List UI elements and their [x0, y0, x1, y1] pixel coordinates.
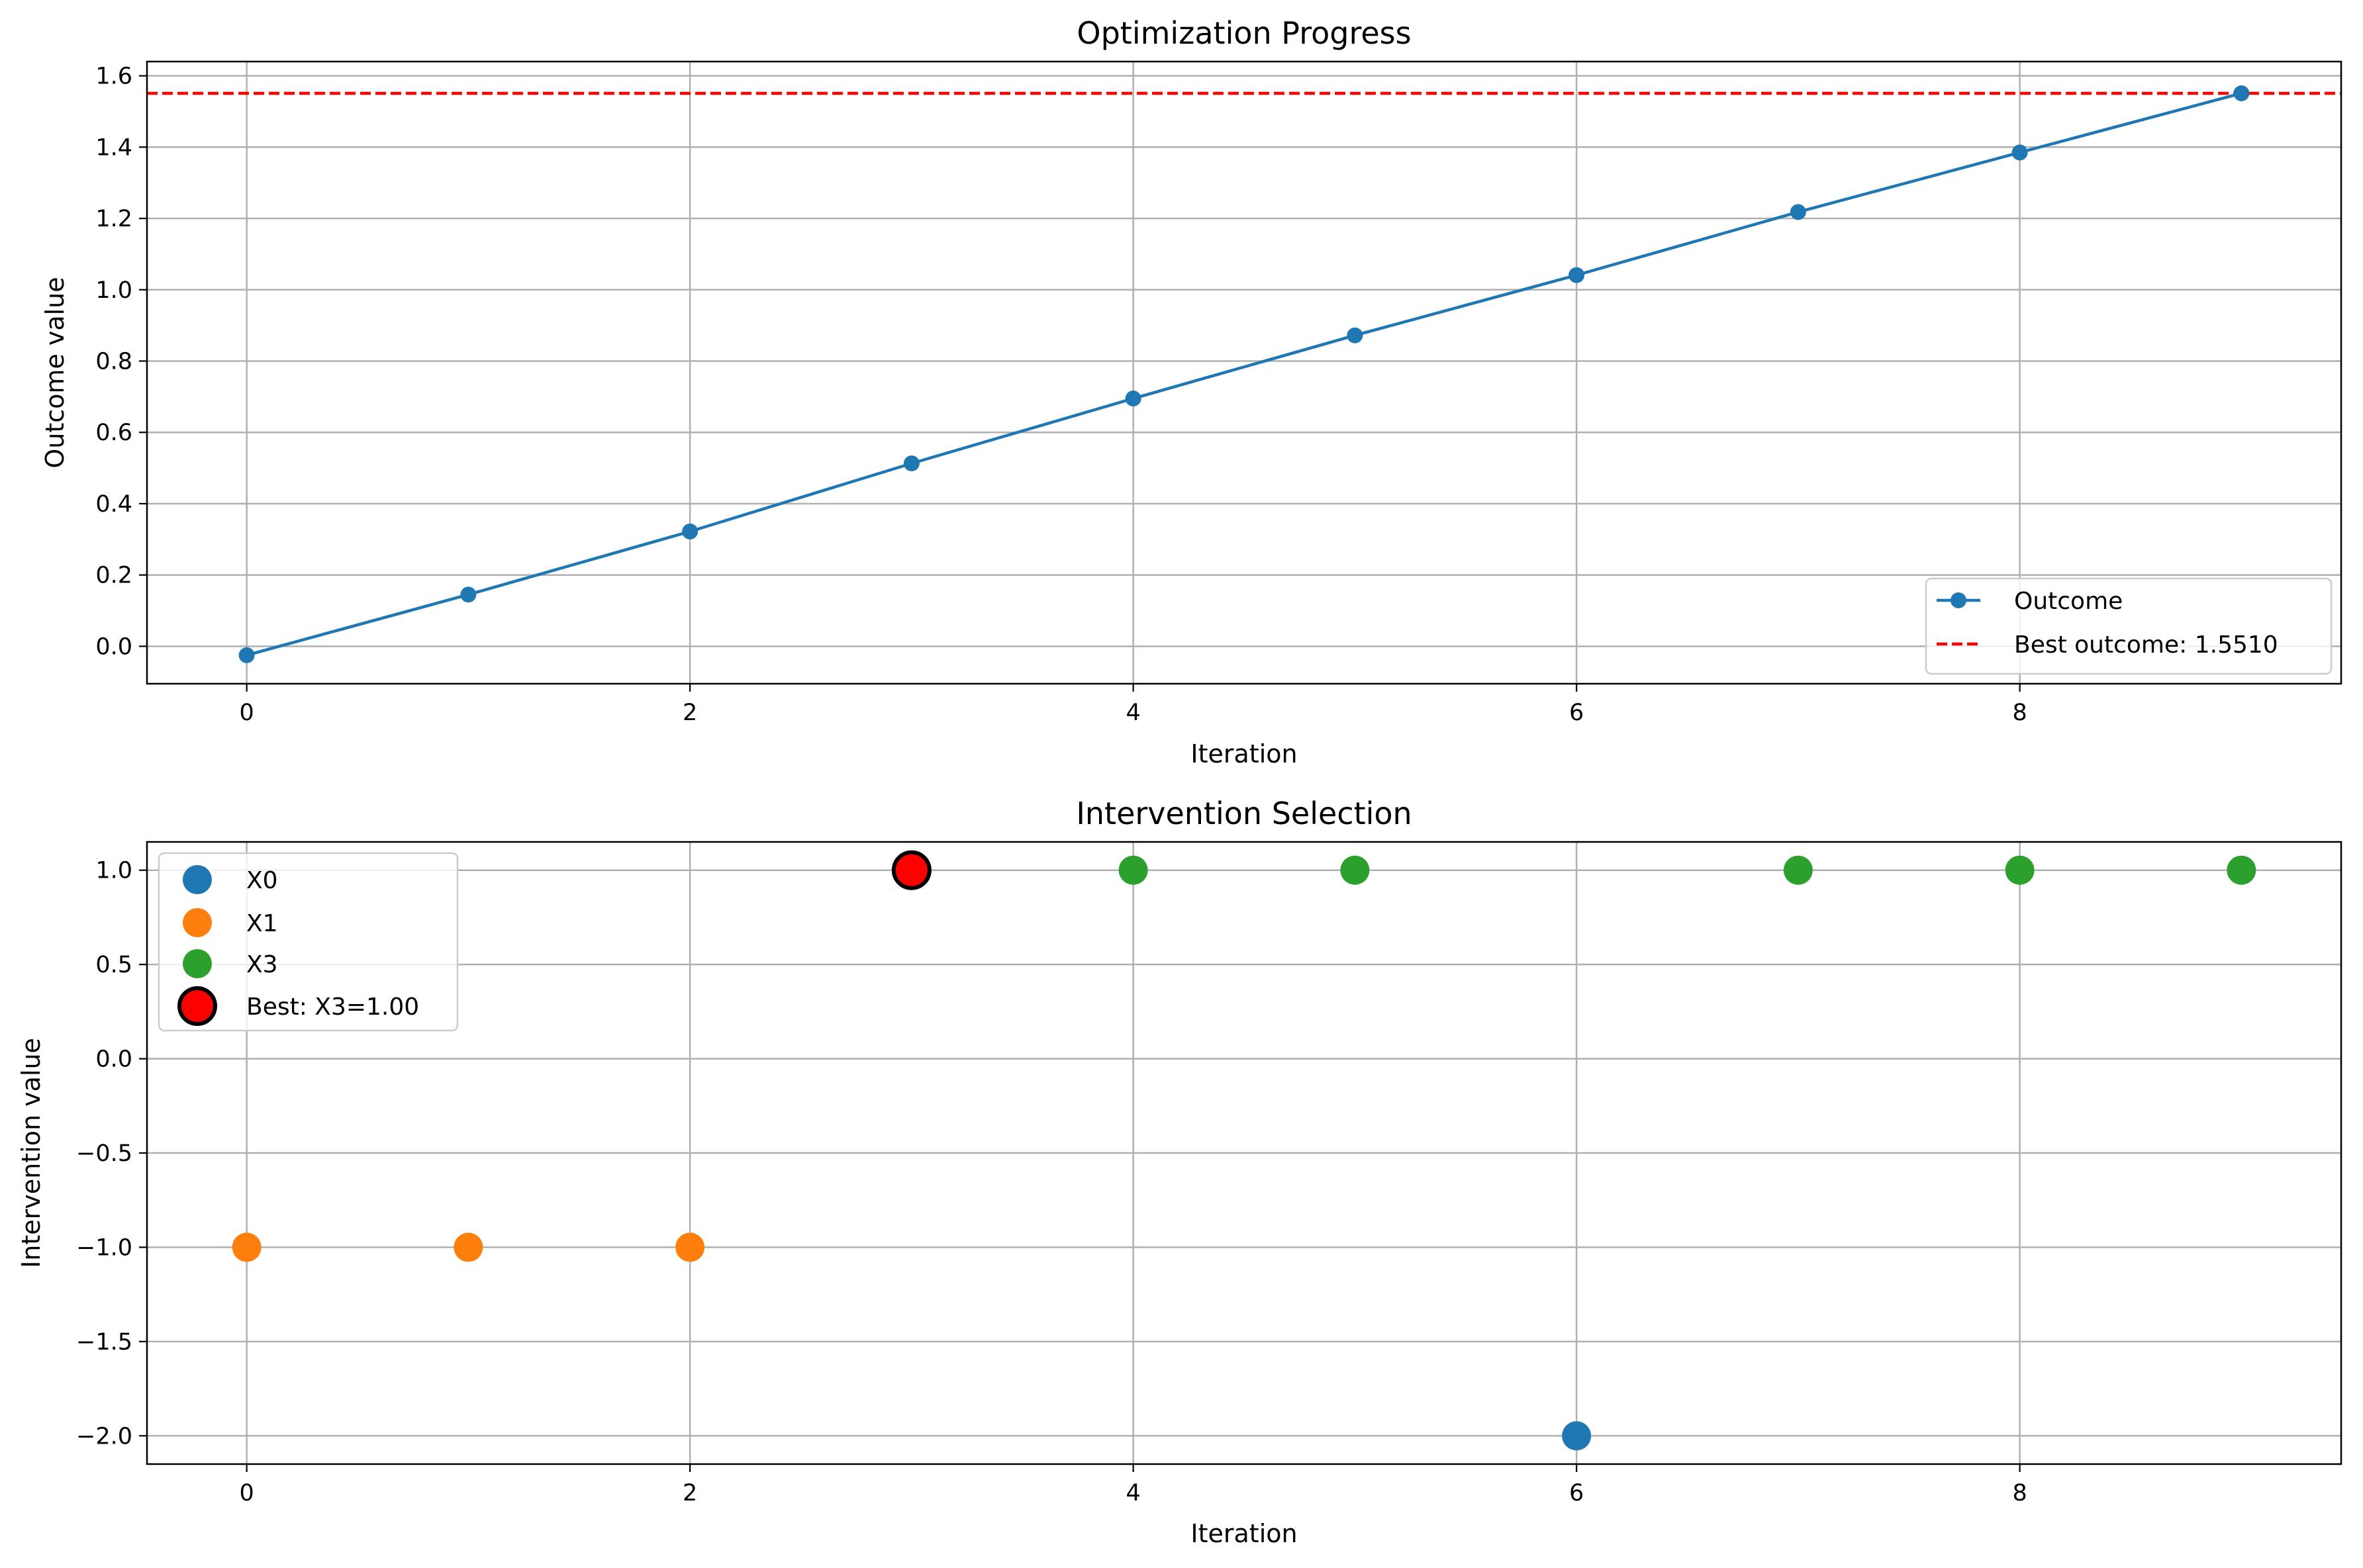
axes-frame [146, 60, 2342, 685]
optimization-progress-chart: Optimization Progress Iteration Outcome … [40, 15, 2342, 768]
legend-x1-marker [183, 908, 212, 937]
y-tick-label: 0.0 [95, 1046, 132, 1073]
legend-x3-label: X3 [246, 951, 278, 978]
outcome-point [2011, 144, 2028, 161]
x-axis-label: Iteration [1190, 739, 1297, 768]
y-tick-label: 0.5 [95, 952, 132, 978]
plot-area [147, 85, 2341, 663]
axis-ticks: 0 2 4 6 8 0.0 0.2 0.4 0.6 0.8 1.0 1.2 1.4 1.6 [95, 64, 2027, 726]
intervention-point-x3 [2227, 855, 2256, 885]
legend-best-outcome-label: Best outcome: 1.5510 [2014, 631, 2278, 659]
legend-x1-label: X1 [246, 910, 278, 937]
outcome-point [1125, 391, 1141, 407]
x-tick-label: 6 [1569, 700, 1584, 726]
intervention-point-x3 [1783, 855, 1813, 885]
intervention-point-x0 [1562, 1421, 1592, 1451]
y-tick-label: 0.4 [95, 491, 132, 518]
legend-box [158, 852, 459, 1032]
legend-best-marker [177, 986, 217, 1026]
plot-area [232, 850, 2256, 1451]
y-tick-label: 1.0 [95, 858, 132, 884]
outcome-point [2233, 85, 2250, 101]
legend-best-label: Best: X3=1.00 [246, 993, 419, 1021]
y-tick-label: −0.5 [76, 1140, 132, 1167]
x-tick-label: 4 [1126, 700, 1140, 726]
y-tick-label: 1.0 [95, 277, 132, 304]
y-tick-label: −1.0 [76, 1234, 132, 1261]
intervention-point-x1 [675, 1232, 705, 1262]
outcome-point [682, 523, 699, 539]
chart-title: Optimization Progress [1077, 15, 1411, 51]
outcome-series-line [246, 91, 2242, 657]
axis-ticks: 0 2 4 6 8 −2.0 −1.5 −1.0 −0.5 0.0 0.5 1.0 [76, 858, 2027, 1506]
intervention-point-x3 [1340, 855, 1370, 885]
y-tick-label: 1.2 [95, 206, 132, 232]
intervention-selection-chart: Intervention Selection Iteration Interve… [17, 796, 2342, 1548]
outcome-point [460, 586, 477, 603]
y-axis-label: Intervention value [17, 1038, 46, 1268]
y-tick-label: −2.0 [76, 1423, 132, 1450]
y-tick-label: 1.6 [95, 64, 132, 90]
best-intervention-point [891, 850, 932, 890]
legend-outcome-label: Outcome [2014, 588, 2123, 615]
chart-title: Intervention Selection [1076, 796, 1412, 831]
outcome-point [1347, 327, 1363, 344]
x-tick-label: 4 [1126, 1480, 1140, 1506]
x-tick-label: 0 [239, 700, 254, 726]
x-tick-label: 6 [1569, 1480, 1584, 1506]
legend-x3-marker [183, 949, 212, 978]
legend-x0-marker [183, 865, 212, 894]
legend-outcome-marker [1951, 592, 1966, 608]
y-tick-label: 1.4 [95, 134, 132, 161]
x-tick-label: 0 [239, 1480, 254, 1506]
y-tick-label: 0.8 [95, 348, 132, 375]
x-tick-label: 2 [683, 1480, 697, 1506]
outcome-point [903, 455, 920, 472]
x-axis-label: Iteration [1190, 1519, 1297, 1548]
outcome-point [1790, 204, 1806, 220]
x-tick-label: 2 [683, 700, 697, 726]
legend: X0 X1 X3 Best: X3=1.00 [158, 852, 459, 1032]
y-tick-label: 0.2 [95, 563, 132, 589]
legend-box [1925, 577, 2333, 675]
legend: Outcome Best outcome: 1.5510 [1925, 577, 2333, 675]
x-tick-label: 8 [2012, 1480, 2027, 1506]
grid [147, 842, 2341, 1464]
intervention-point-x1 [232, 1232, 262, 1262]
y-axis-label: Outcome value [40, 277, 70, 468]
y-tick-label: −1.5 [76, 1329, 132, 1356]
intervention-point-x3 [2005, 855, 2035, 885]
intervention-point-x3 [1118, 855, 1148, 885]
outcome-point [238, 647, 255, 663]
legend-x0-label: X0 [246, 867, 278, 894]
intervention-point-x1 [454, 1232, 483, 1262]
outcome-point [1568, 267, 1585, 283]
y-tick-label: 0.0 [95, 633, 132, 660]
y-tick-label: 0.6 [95, 420, 132, 446]
x-tick-label: 8 [2012, 700, 2027, 726]
